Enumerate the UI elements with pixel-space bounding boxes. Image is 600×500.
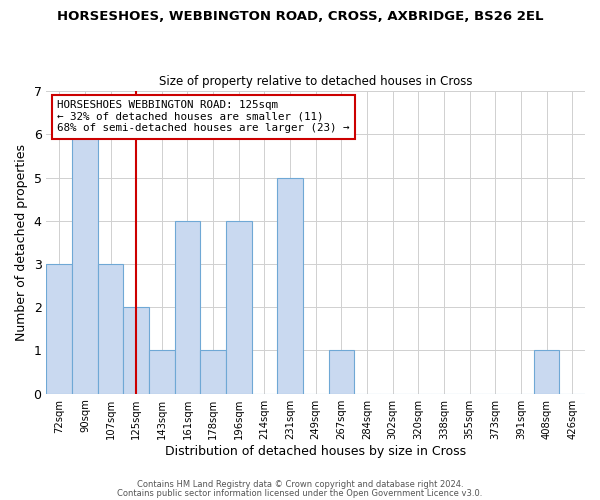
Text: Contains HM Land Registry data © Crown copyright and database right 2024.: Contains HM Land Registry data © Crown c…	[137, 480, 463, 489]
Bar	[534, 350, 559, 394]
Bar	[72, 134, 98, 394]
Bar	[200, 350, 226, 394]
Bar	[226, 221, 251, 394]
Bar	[175, 221, 200, 394]
Text: HORSESHOES, WEBBINGTON ROAD, CROSS, AXBRIDGE, BS26 2EL: HORSESHOES, WEBBINGTON ROAD, CROSS, AXBR…	[57, 10, 543, 23]
Y-axis label: Number of detached properties: Number of detached properties	[15, 144, 28, 341]
Bar	[149, 350, 175, 394]
Text: HORSESHOES WEBBINGTON ROAD: 125sqm
← 32% of detached houses are smaller (11)
68%: HORSESHOES WEBBINGTON ROAD: 125sqm ← 32%…	[57, 100, 350, 134]
Bar	[277, 178, 303, 394]
Title: Size of property relative to detached houses in Cross: Size of property relative to detached ho…	[159, 76, 472, 88]
Text: Contains public sector information licensed under the Open Government Licence v3: Contains public sector information licen…	[118, 488, 482, 498]
Bar	[98, 264, 124, 394]
X-axis label: Distribution of detached houses by size in Cross: Distribution of detached houses by size …	[165, 444, 466, 458]
Bar	[124, 307, 149, 394]
Bar	[46, 264, 72, 394]
Bar	[329, 350, 354, 394]
